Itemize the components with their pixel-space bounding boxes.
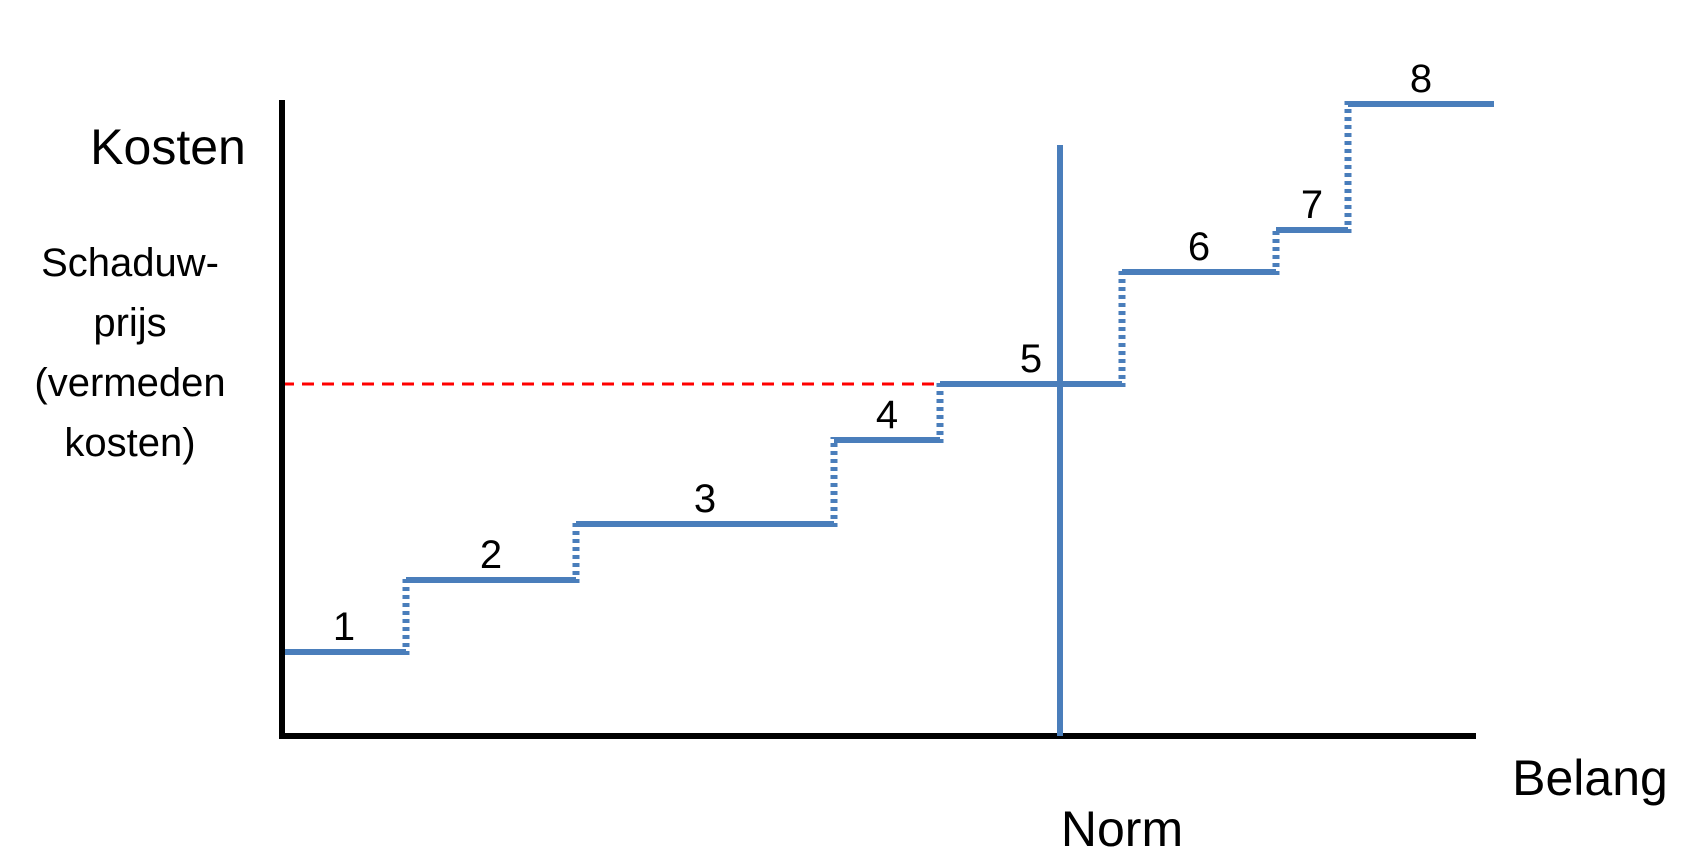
step-5-label: 5 [1020,337,1042,381]
step-4-label: 4 [876,393,898,437]
step-6-label: 6 [1188,225,1210,269]
norm-label: Norm [1061,801,1183,852]
shadow-price-line-3: (vermeden [34,361,225,405]
x-axis-label: Belang [1512,750,1668,806]
step-1-label: 1 [333,605,355,649]
step-2-label: 2 [480,533,502,577]
step-3-label: 3 [694,477,716,521]
shadow-price-line-2: prijs [93,301,166,345]
shadow-price-label: Schaduw- prijs (vermeden kosten) [34,241,225,465]
y-axis-label: Kosten [90,119,246,175]
shadow-price-line-1: Schaduw- [41,241,219,285]
step-8-label: 8 [1410,57,1432,101]
shadow-price-line-4: kosten) [64,421,195,465]
step-7-label: 7 [1301,183,1323,227]
steps-layer: 1 2 3 4 5 6 7 8 [282,57,1494,655]
